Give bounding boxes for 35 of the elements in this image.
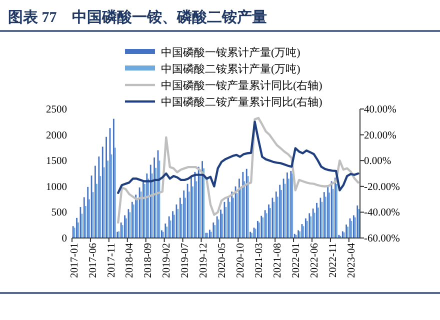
x-tick-label: 2022-01 — [290, 243, 302, 278]
y-tick-label: 500 — [51, 208, 67, 219]
legend-label: 中国磷酸二铵累计产量(万吨) — [161, 62, 301, 76]
x-tick-label: 2022-06 — [309, 243, 320, 278]
chart-title: 图表 77 中国磷酸一铵、磷酸二铵产量 — [8, 9, 267, 26]
legend-label: 中国磷酸二铵产量累计同比(右轴) — [161, 96, 323, 108]
y-tick-label: 0 — [62, 234, 67, 244]
x-tick-label: 2018-04 — [124, 242, 136, 278]
x-tick-label: 2018-09 — [143, 243, 154, 278]
legend-label: 中国磷酸一铵产量累计同比(右轴) — [161, 79, 323, 92]
x-tick-label: 2019-02 — [162, 243, 173, 278]
y-tick-label: 2000 — [46, 130, 67, 142]
x-tick-label: 2019-12 — [198, 243, 210, 278]
x-tick-label: 2020-05 — [217, 243, 228, 278]
y-tick-label: 2500 — [46, 104, 67, 116]
y2-tick-label: -40.00% — [364, 208, 400, 219]
x-tick-label: 2021-08 — [272, 243, 284, 278]
y2-tick-label: -20.00% — [364, 182, 400, 193]
x-tick-label: 2021-03 — [254, 243, 265, 278]
x-tick-label: 2023-04 — [346, 242, 358, 278]
x-tick-label: 2017-01 — [69, 243, 80, 278]
y2-tick-label: -60.00% — [364, 234, 400, 244]
y2-tick-label: 40.00% — [364, 104, 397, 116]
y2-tick-label: 20.00% — [364, 130, 397, 142]
x-tick-label: 2017-11 — [106, 243, 118, 278]
line-series — [117, 116, 360, 224]
legend-label: 中国磷酸一铵累计产量(万吨) — [161, 46, 301, 59]
y-tick-label: 1000 — [46, 182, 67, 193]
y2-tick-label: 0.00% — [364, 156, 392, 168]
x-tick-label: 2020-10 — [236, 243, 246, 278]
x-tick-label: 2017-06 — [88, 243, 99, 278]
x-tick-label: 2019-07 — [180, 243, 192, 278]
y-tick-label: 1500 — [46, 156, 67, 168]
x-tick-label: 2022-11 — [328, 243, 339, 278]
line-series — [117, 120, 360, 194]
